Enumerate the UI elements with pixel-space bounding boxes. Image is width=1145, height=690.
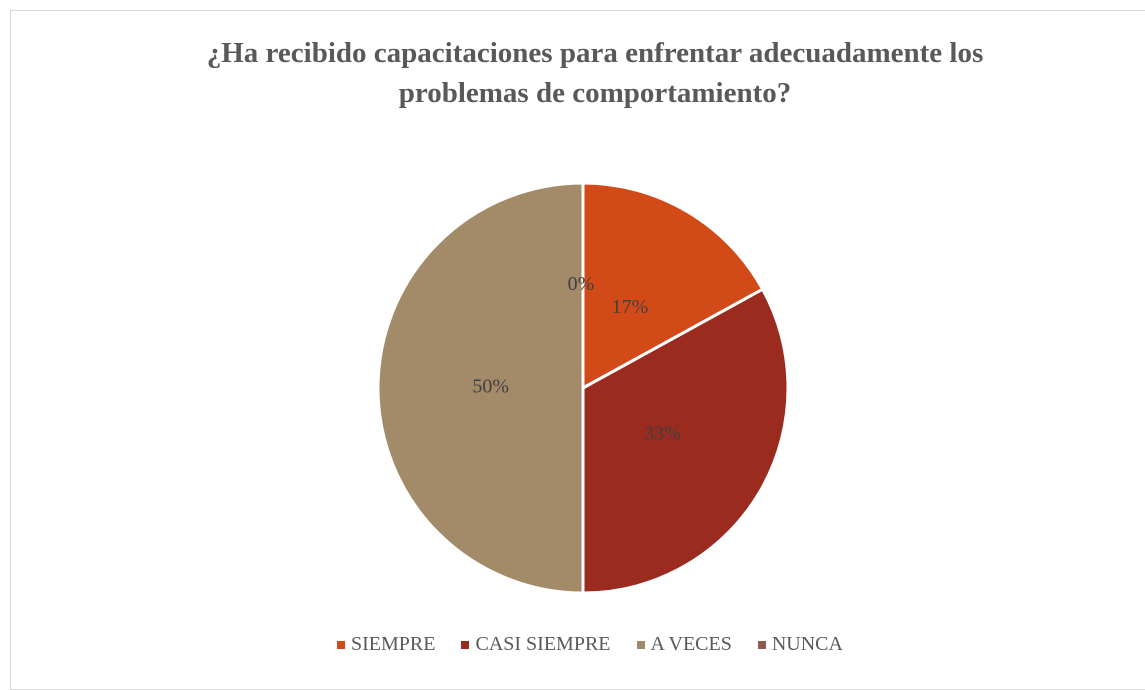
chart: 17% 33% 50% 0%	[376, 181, 790, 595]
data-label: 0%	[568, 273, 595, 295]
legend-label: CASI SIEMPRE	[475, 633, 611, 655]
data-label: 50%	[472, 376, 509, 398]
legend-item: A VECES	[636, 633, 732, 656]
legend-item: NUNCA	[757, 633, 843, 656]
pie-slice	[581, 181, 765, 391]
legend: SIEMPRE CASI SIEMPRE A VECES NUNCA	[0, 633, 1145, 656]
pie-slice	[581, 287, 790, 595]
legend-label: SIEMPRE	[351, 633, 436, 655]
data-label: 33%	[644, 423, 681, 445]
page: ¿Ha recibido capacitaciones para enfrent…	[0, 10, 1145, 690]
chart-title: ¿Ha recibido capacitaciones para enfrent…	[206, 37, 984, 109]
legend-swatch	[636, 640, 645, 649]
legend-swatch	[461, 640, 470, 649]
legend-swatch	[337, 640, 346, 649]
pie-slice	[376, 181, 585, 595]
legend-item: SIEMPRE	[337, 633, 435, 656]
legend-item: CASI SIEMPRE	[461, 633, 611, 656]
data-label: 17%	[612, 296, 649, 318]
legend-label: A VECES	[650, 633, 732, 655]
legend-label: NUNCA	[771, 633, 843, 655]
legend-swatch	[757, 640, 766, 649]
